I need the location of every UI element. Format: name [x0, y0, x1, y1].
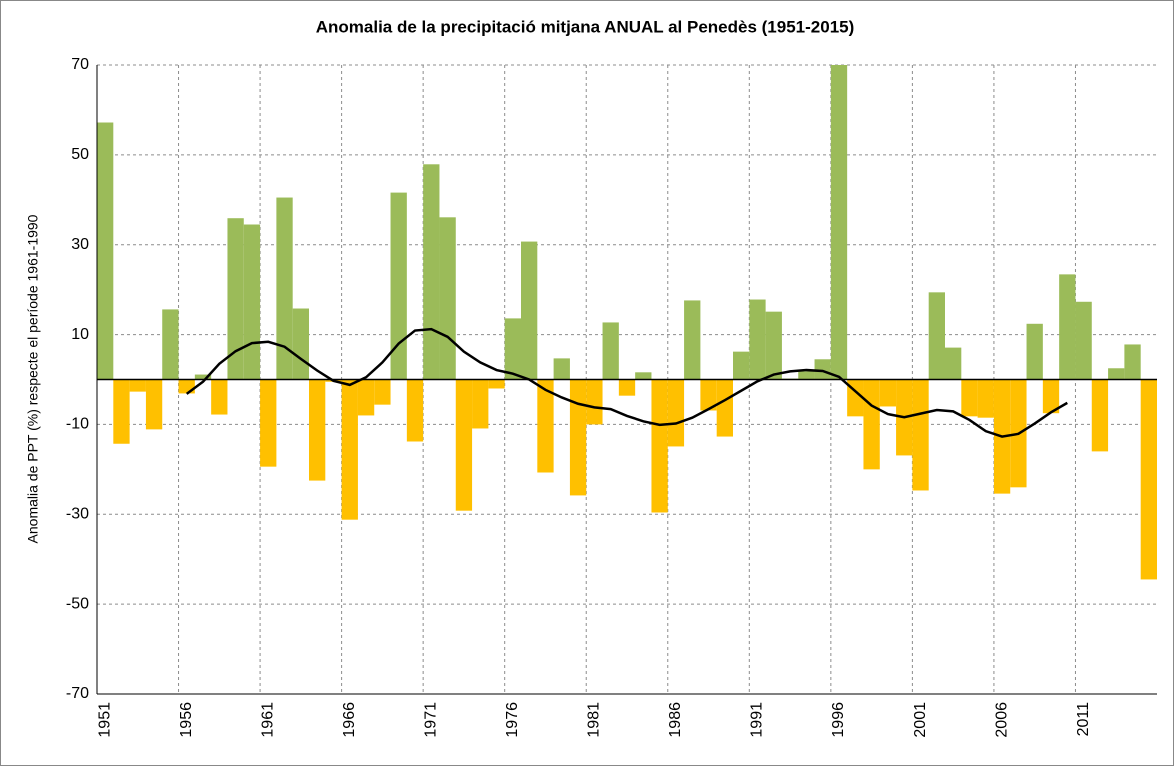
bar — [635, 372, 652, 380]
bar — [945, 347, 962, 380]
bar — [1026, 323, 1043, 380]
bar — [390, 192, 407, 380]
bar — [129, 379, 146, 392]
bar — [97, 122, 114, 380]
chart-title: Anomalia de la precipitació mitjana ANUA… — [316, 17, 855, 36]
bar — [145, 379, 163, 430]
bar — [1059, 274, 1076, 380]
bar — [178, 379, 195, 394]
bar — [276, 197, 293, 380]
y-tick-label: 10 — [71, 326, 89, 343]
bar — [439, 217, 456, 380]
y-tick-label: 50 — [71, 146, 89, 163]
x-tick-label: 1976 — [504, 702, 521, 738]
bar — [1124, 344, 1141, 380]
bar — [798, 371, 815, 380]
bar — [357, 379, 375, 416]
bar — [977, 379, 994, 418]
bar — [162, 309, 179, 380]
bar — [423, 164, 440, 380]
bar — [260, 379, 277, 467]
bar — [406, 379, 424, 442]
bar — [504, 318, 521, 380]
x-tick-label: 1981 — [586, 702, 603, 738]
bar — [733, 351, 750, 380]
bar — [537, 379, 554, 473]
bar — [374, 379, 391, 405]
bar — [211, 379, 228, 415]
y-tick-label: 30 — [71, 236, 89, 253]
bar — [1075, 301, 1092, 380]
x-tick-label: 1991 — [749, 702, 766, 738]
bar — [700, 379, 717, 411]
bar — [553, 358, 570, 380]
y-tick-label: -50 — [66, 595, 89, 612]
bar — [684, 300, 701, 380]
bar — [227, 218, 244, 380]
y-tick-label: -70 — [66, 685, 89, 702]
bar — [586, 379, 603, 425]
bar — [928, 292, 945, 380]
bar — [1140, 379, 1157, 580]
bar — [292, 308, 309, 380]
x-tick-label: 2006 — [993, 702, 1010, 738]
bar — [667, 379, 685, 447]
bar — [521, 241, 538, 380]
bar — [961, 379, 978, 417]
bar — [716, 379, 733, 437]
x-tick-label: 1996 — [830, 702, 847, 738]
bar — [309, 379, 326, 481]
x-tick-label: 1971 — [423, 702, 440, 738]
moving-average-line — [185, 327, 1068, 438]
bar — [618, 379, 636, 396]
bar — [879, 379, 897, 407]
x-tick-label: 1961 — [259, 702, 276, 738]
bar — [602, 322, 619, 380]
bar — [194, 374, 212, 380]
bar — [1091, 379, 1109, 452]
y-axis-label: Anomalia de PPT (%) respecte el període … — [25, 214, 41, 543]
bar — [912, 379, 929, 491]
bar — [113, 379, 130, 444]
y-tick-label: -10 — [66, 416, 89, 433]
bar — [651, 379, 668, 513]
bar — [1042, 379, 1060, 414]
bar — [488, 379, 505, 389]
x-tick-label: 1956 — [178, 702, 195, 738]
x-tick-label: 2011 — [1075, 702, 1092, 737]
y-tick-label: -30 — [66, 506, 89, 523]
bar — [455, 379, 473, 511]
x-tick-label: 1986 — [667, 702, 684, 738]
bar — [863, 379, 880, 470]
bar — [341, 379, 358, 520]
x-tick-label: 2001 — [912, 702, 929, 738]
y-tick-label: 70 — [71, 56, 89, 73]
bar — [765, 311, 782, 380]
bar — [569, 379, 587, 496]
bar — [472, 379, 489, 429]
bar — [830, 65, 848, 380]
bar — [1108, 368, 1125, 380]
x-tick-label: 1951 — [96, 702, 113, 738]
bar — [814, 359, 831, 380]
x-tick-label: 1966 — [341, 702, 358, 738]
bar — [243, 224, 261, 380]
bar — [749, 299, 766, 380]
